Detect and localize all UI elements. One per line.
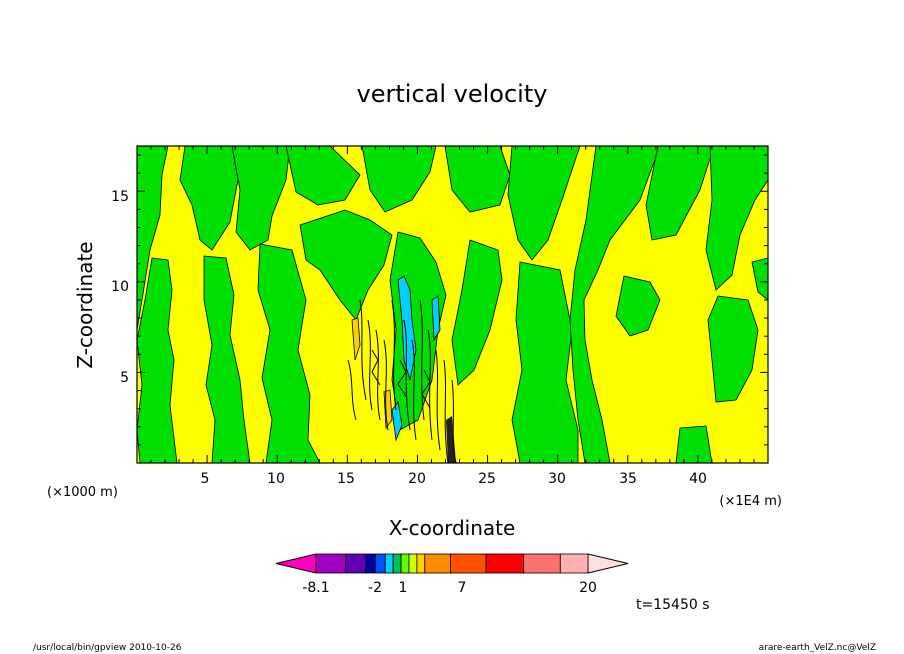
green-band bbox=[511, 261, 579, 463]
green-band bbox=[569, 146, 661, 463]
colorbar-tick-label: 1 bbox=[399, 580, 408, 596]
y-tick-label: 15 bbox=[111, 189, 129, 205]
green-band bbox=[203, 255, 251, 463]
colorbar-tick-label: -8.1 bbox=[302, 580, 329, 596]
colorbar-box bbox=[559, 553, 589, 574]
x-tick-label: 5 bbox=[201, 471, 210, 487]
green-band bbox=[705, 146, 768, 291]
colorbar-box bbox=[374, 553, 386, 574]
green-band bbox=[444, 146, 511, 213]
green-band bbox=[675, 425, 713, 463]
green-band bbox=[285, 146, 361, 206]
green-band bbox=[451, 239, 503, 386]
colorbar-box bbox=[384, 553, 394, 574]
cyan-updraft bbox=[431, 295, 441, 342]
time-label: t=15450 s bbox=[636, 597, 710, 613]
colorbar-tick-label: 20 bbox=[579, 580, 597, 596]
colorbar-box bbox=[345, 553, 366, 574]
chart-title: vertical velocity bbox=[357, 80, 548, 108]
x-tick-label: 10 bbox=[267, 471, 285, 487]
x-tick-label: 40 bbox=[689, 471, 707, 487]
colorbar-max-arrow bbox=[587, 553, 629, 574]
x-tick-label: 35 bbox=[619, 471, 637, 487]
colorbar-box bbox=[365, 553, 376, 574]
colorbar-box bbox=[315, 553, 347, 574]
footer-left: /usr/local/bin/gpview 2010-10-26 bbox=[33, 643, 182, 653]
cyan-updraft bbox=[391, 401, 403, 442]
plot-frame bbox=[136, 145, 769, 464]
colorbar-box bbox=[485, 553, 525, 574]
turbulence-contours bbox=[347, 299, 457, 463]
colorbar-box bbox=[450, 553, 487, 574]
orange-cell bbox=[351, 317, 361, 361]
green-band bbox=[507, 146, 581, 261]
green-band bbox=[299, 209, 393, 321]
dark-core bbox=[446, 416, 456, 463]
cyan-updraft bbox=[397, 275, 417, 381]
x-units-left: (×1000 m) bbox=[47, 485, 118, 500]
colorbar-box bbox=[392, 553, 402, 574]
y-tick-label: 5 bbox=[120, 370, 129, 386]
colorbar-min-arrow bbox=[275, 553, 317, 574]
colorbar-tick-label: 7 bbox=[458, 580, 467, 596]
x-units-right: (×1E4 m) bbox=[719, 494, 782, 509]
colorbar-tick-label: -2 bbox=[368, 580, 382, 596]
green-band bbox=[751, 257, 768, 301]
tick-marks bbox=[137, 146, 768, 463]
green-band bbox=[137, 146, 169, 331]
colorbar-box bbox=[523, 553, 561, 574]
y-axis-label: Z-coordinate bbox=[73, 241, 97, 368]
green-band bbox=[137, 257, 178, 463]
colorbar-box bbox=[408, 553, 418, 574]
x-tick-label: 20 bbox=[408, 471, 426, 487]
x-tick-label: 25 bbox=[478, 471, 496, 487]
velocity-field bbox=[137, 146, 768, 463]
colorbar-box bbox=[424, 553, 451, 574]
y-tick-label: 10 bbox=[111, 279, 129, 295]
green-band bbox=[707, 295, 759, 403]
colorbar-box bbox=[416, 553, 426, 574]
footer-right: arare-earth_VelZ.nc@VelZ bbox=[759, 643, 876, 653]
x-axis-label: X-coordinate bbox=[389, 516, 516, 540]
x-tick-label: 15 bbox=[337, 471, 355, 487]
green-band bbox=[361, 146, 437, 213]
x-tick-label: 30 bbox=[548, 471, 566, 487]
green-band bbox=[645, 146, 715, 241]
green-band bbox=[257, 243, 321, 463]
green-band bbox=[615, 275, 661, 337]
colorbar-box bbox=[400, 553, 410, 574]
colorbar bbox=[275, 553, 629, 574]
